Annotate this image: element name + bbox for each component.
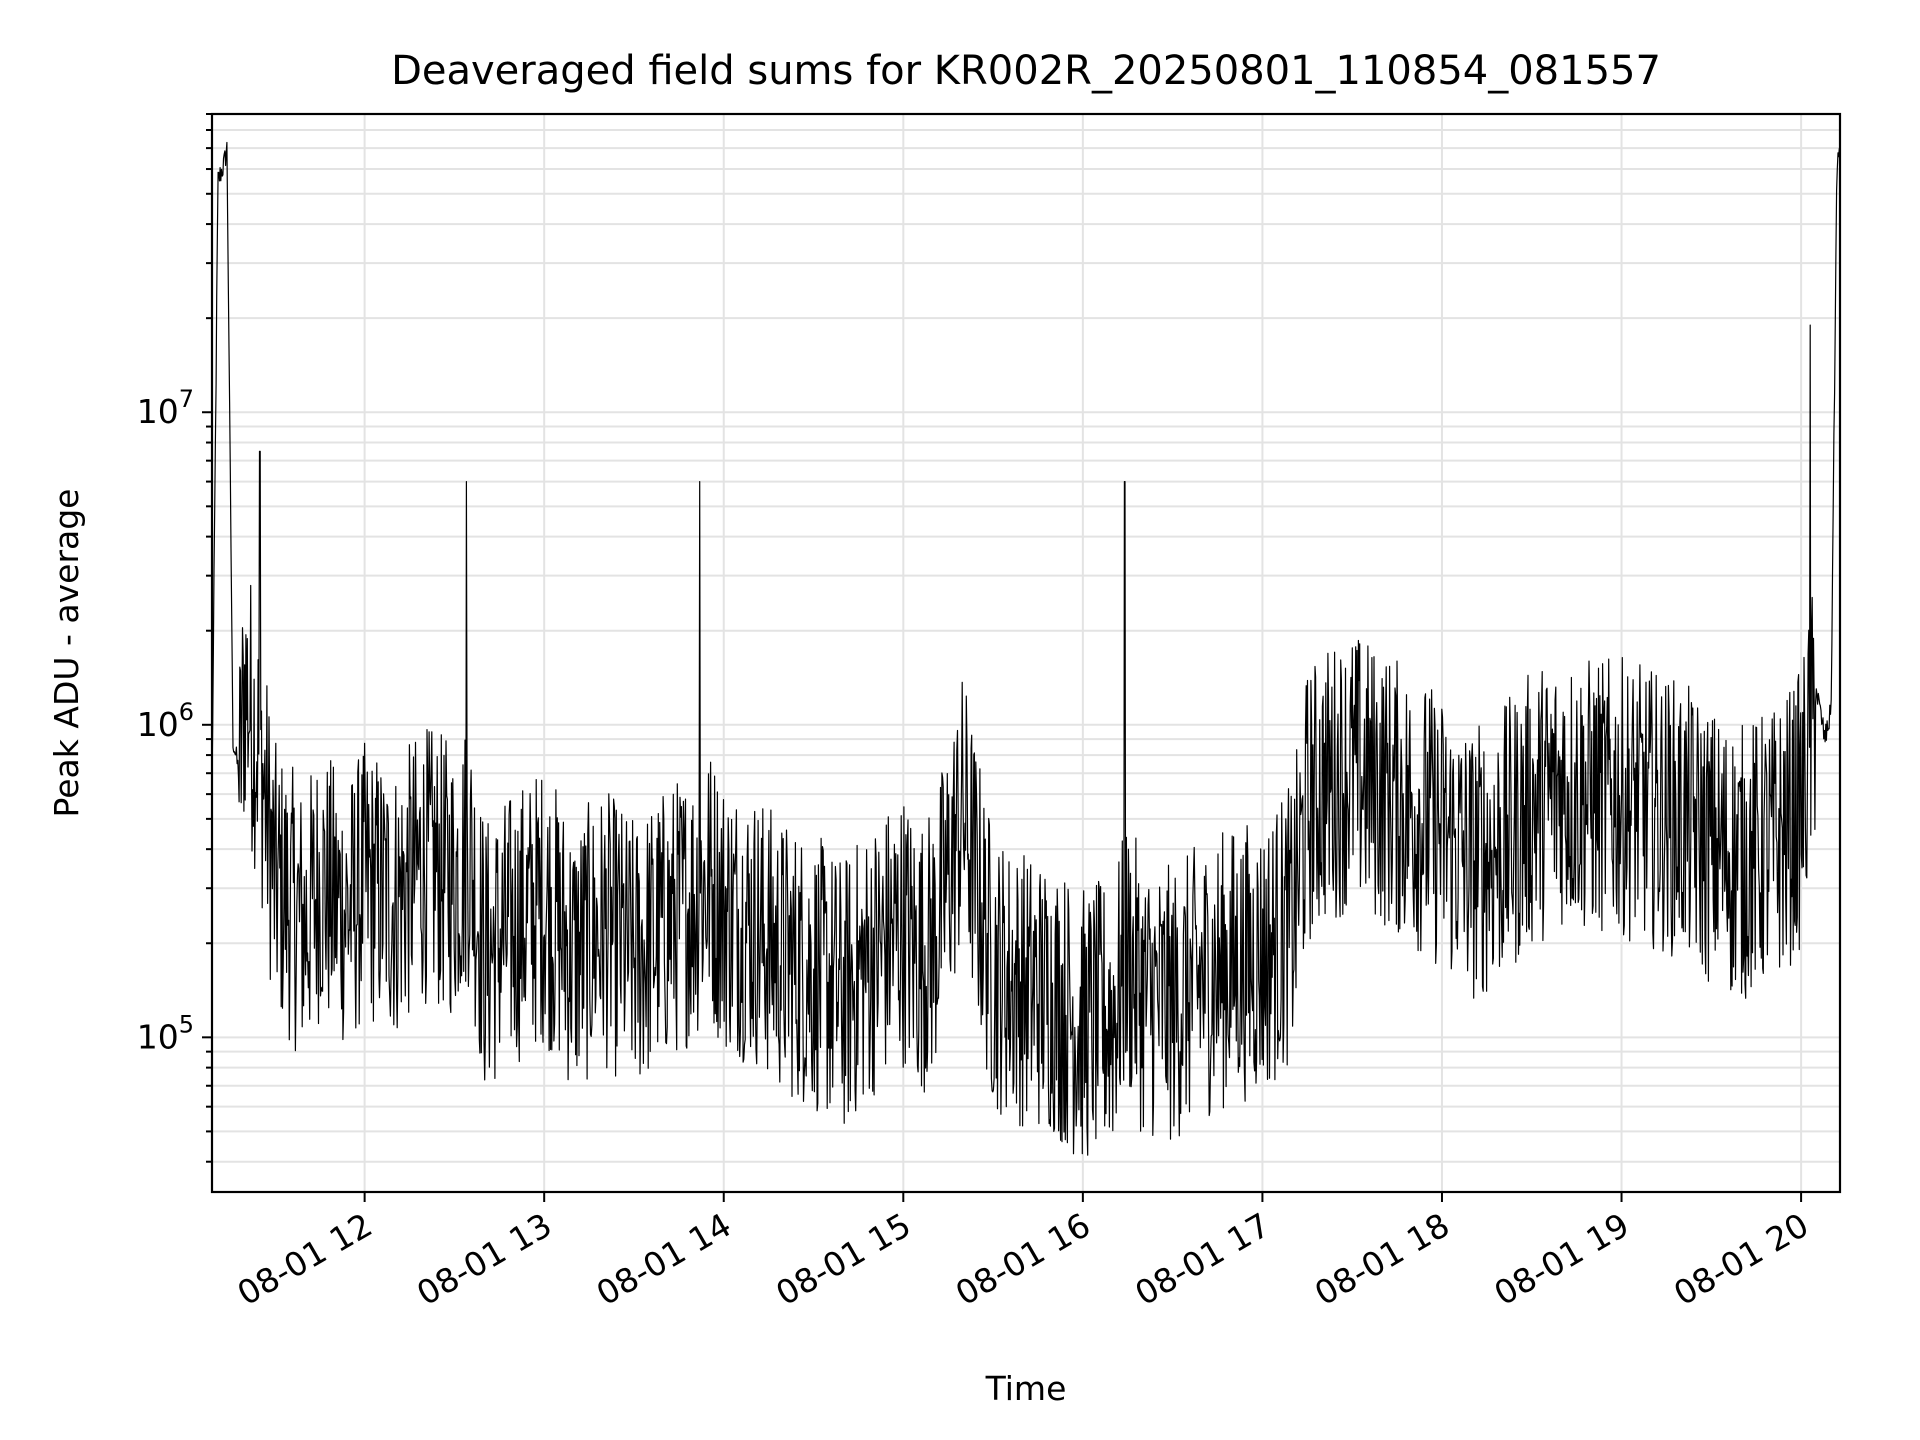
series-line [211, 141, 1841, 1156]
plot-frame [210, 112, 1842, 1194]
y-tick-label: 107 [137, 385, 194, 431]
chart-title: Deaveraged field sums for KR002R_2025080… [391, 48, 1661, 94]
x-axis-label: Time [985, 1369, 1067, 1408]
y-axis-label: Peak ADU - average [47, 489, 86, 818]
y-axis: 105 106 107 [137, 113, 212, 1163]
y-tick-label: 105 [137, 1010, 194, 1056]
y-tick-label: 106 [137, 698, 194, 744]
data-series-line [211, 141, 1841, 1156]
